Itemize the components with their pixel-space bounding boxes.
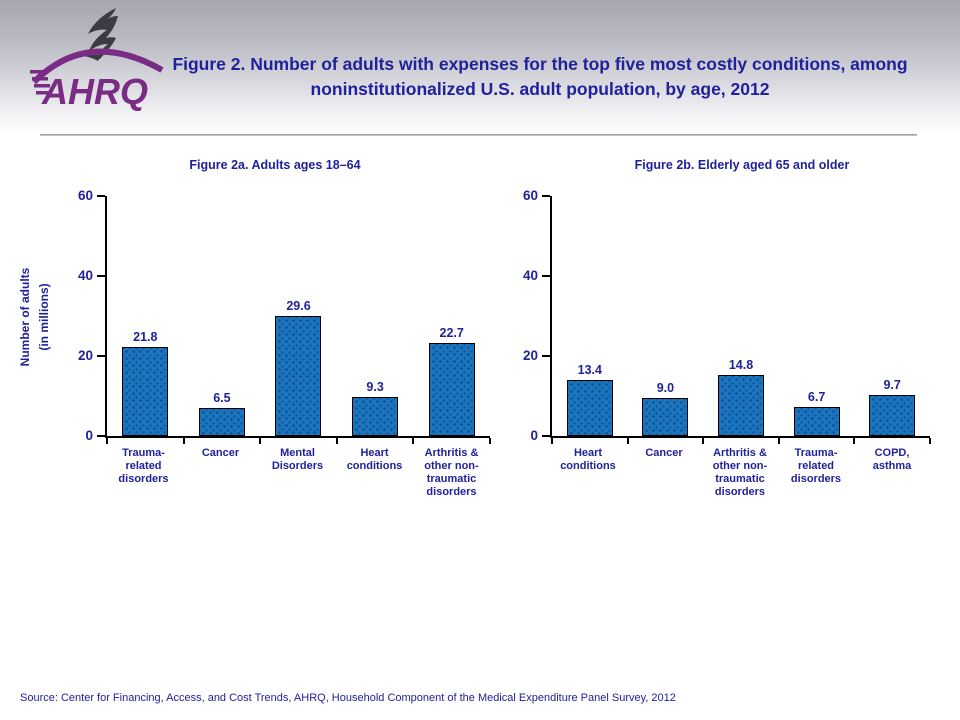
bar-group: 6.5 (184, 196, 261, 436)
y-axis-title: Number of adults (in millions) (18, 267, 51, 367)
bar-group: 13.4 (552, 196, 628, 436)
header-divider (40, 134, 917, 136)
y-axis-tick (542, 275, 550, 277)
source-note: Source: Center for Financing, Access, an… (20, 692, 676, 704)
y-axis-tick (542, 355, 550, 357)
figure-2b-chart: 0 20 40 60 13.4 9.0 14.8 6.7 9.7 Heart condition… (523, 188, 931, 499)
y-axis-tick-label: 40 (77, 268, 93, 283)
bar-value-label: 14.8 (728, 357, 754, 372)
y-axis-tick-label: 40 (522, 268, 538, 283)
bar-value-label: 9.0 (656, 381, 675, 395)
bar-value-label: 29.6 (286, 298, 311, 313)
category-labels: Trauma- related disorders Cancer Mental Di… (105, 438, 490, 499)
category-label: Trauma- related disorders (790, 447, 842, 485)
category-label: Cancer (645, 447, 683, 459)
subtitle-figure-2a: Figure 2a. Adults ages 18–64 (189, 158, 361, 172)
bar (352, 396, 399, 436)
category-labels: Heart conditions Cancer Arthritis & other … (550, 438, 930, 499)
bar (793, 407, 840, 436)
y-axis-tick-label: 0 (85, 428, 93, 443)
x-axis-tick (777, 438, 780, 444)
y-axis-tick-label: 0 (530, 428, 538, 443)
bar (428, 343, 475, 436)
ahrq-logo-text: AHRQ (41, 71, 148, 112)
category-label: COPD, asthma (872, 447, 912, 472)
y-axis-tick (97, 195, 105, 197)
bar (122, 346, 169, 436)
plot-area: 0 20 40 60 13.4 9.0 14.8 6.7 9.7 (523, 188, 931, 444)
y-axis-tick-label: 20 (77, 348, 93, 363)
bar-value-label: 6.5 (213, 391, 231, 405)
y-axis-tick (97, 275, 105, 277)
category-label: Heart conditions (560, 447, 616, 472)
x-axis-tick (853, 438, 856, 444)
bar-group: 9.3 (337, 196, 414, 436)
x-axis-tick (551, 438, 553, 444)
subtitle-figure-2b: Figure 2b. Elderly aged 65 and older (634, 158, 850, 172)
bar-value-label: 22.7 (439, 326, 464, 341)
category-label: Cancer (201, 447, 240, 459)
bar (566, 380, 613, 436)
bar-value-label: 13.4 (577, 363, 602, 378)
x-axis-tick (929, 438, 931, 444)
x-axis-tick (259, 438, 262, 444)
bar-group: 9.7 (854, 196, 930, 436)
bar-value-label: 9.3 (366, 379, 384, 394)
category-label: Arthritis & other non- traumatic disorde… (712, 447, 768, 498)
bar-group: 21.8 (107, 196, 184, 436)
bar (275, 315, 322, 436)
x-axis-tick (412, 438, 415, 444)
bar-value-label: 9.7 (883, 378, 901, 393)
bar (869, 395, 916, 436)
bar (717, 374, 764, 436)
y-axis-tick-label: 60 (522, 188, 538, 203)
category-label: Heart conditions (346, 447, 403, 472)
category-label: Mental Disorders (271, 447, 324, 472)
bar (198, 408, 245, 436)
y-axis-tick (97, 435, 105, 437)
category-label: Trauma- related disorders (118, 447, 169, 485)
y-axis-tick-label: 60 (77, 188, 93, 203)
bar-group: 6.7 (779, 196, 855, 436)
x-axis-tick (702, 438, 705, 444)
plot-area: 0 20 40 60 21.8 6.5 29.6 9.3 22.7 (78, 188, 491, 444)
x-axis-tick (626, 438, 629, 444)
figure-2a-chart: Number of adults (in millions) 0 20 40 60 21… (18, 188, 491, 499)
bar-value-label: 21.8 (133, 329, 158, 344)
y-axis-tick (542, 195, 550, 197)
y-axis-tick (542, 435, 550, 437)
header-banner: AHRQ Figure 2. Number of adults with exp… (0, 0, 960, 134)
bar-group: 9.0 (628, 196, 704, 436)
bar-value-label: 6.7 (807, 390, 826, 405)
ahrq-logo: AHRQ (30, 8, 164, 112)
x-axis-tick (106, 438, 108, 444)
ahrq-swoosh-arc (30, 48, 164, 95)
category-label: Arthritis & other non- traumatic disorde… (424, 447, 479, 498)
figure-title: Figure 2. Number of adults with expenses… (172, 54, 908, 99)
bar-group: 22.7 (413, 196, 490, 436)
x-axis-tick (335, 438, 338, 444)
x-axis-tick (182, 438, 185, 444)
bar (642, 398, 689, 436)
hhs-eagle-icon (84, 8, 118, 61)
x-axis-tick (489, 438, 491, 444)
bar-group: 29.6 (260, 196, 337, 436)
y-axis-tick (97, 355, 105, 357)
bar-group: 14.8 (703, 196, 779, 436)
y-axis-tick-label: 20 (522, 348, 538, 363)
